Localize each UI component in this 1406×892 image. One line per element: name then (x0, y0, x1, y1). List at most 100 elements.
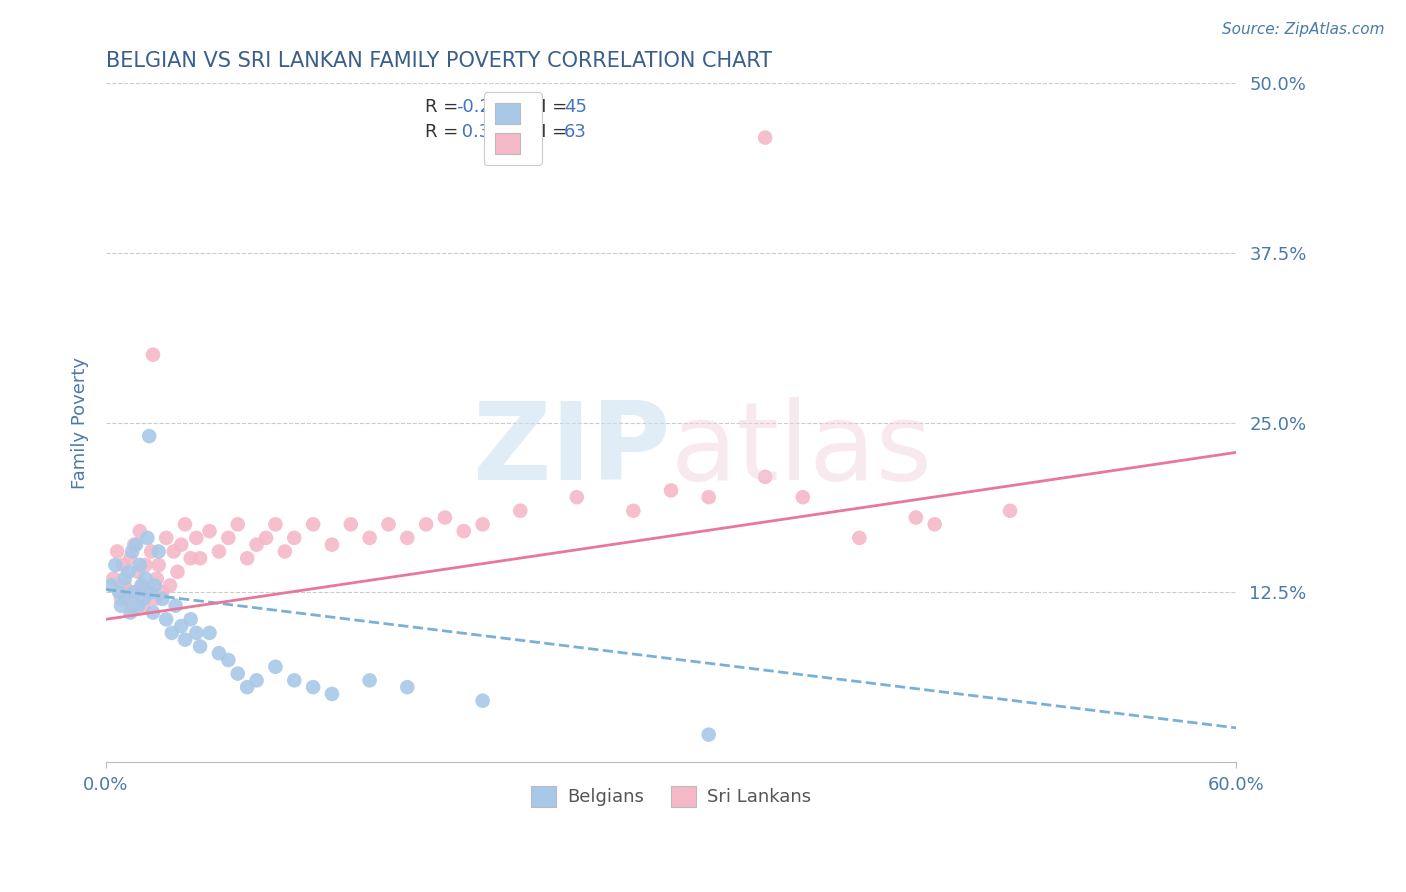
Point (186, 531, 208, 545)
Point (170, 619, 193, 633)
Point (396, 680, 419, 694)
Point (115, 591, 138, 606)
Point (264, 660, 287, 674)
Point (396, 531, 419, 545)
Point (134, 558, 156, 572)
Point (155, 612, 177, 626)
Point (198, 625, 221, 640)
Point (339, 517, 361, 532)
Point (128, 558, 150, 572)
Point (105, 544, 128, 558)
Point (120, 551, 142, 566)
Point (321, 538, 343, 552)
Point (114, 572, 136, 586)
Point (359, 531, 381, 545)
Text: -0.238: -0.238 (457, 98, 515, 116)
Point (188, 551, 211, 566)
Point (509, 504, 531, 518)
Point (264, 517, 287, 532)
Point (433, 510, 456, 524)
Point (453, 524, 475, 538)
Point (155, 531, 177, 545)
Point (104, 558, 127, 572)
Point (226, 666, 249, 681)
Point (117, 565, 139, 579)
Point (998, 504, 1021, 518)
Text: BELGIAN VS SRI LANKAN FAMILY POVERTY CORRELATION CHART: BELGIAN VS SRI LANKAN FAMILY POVERTY COR… (105, 51, 772, 70)
Text: R =: R = (425, 98, 464, 116)
Point (159, 578, 181, 592)
Point (415, 517, 437, 532)
Point (121, 544, 143, 558)
Point (165, 599, 187, 613)
Point (924, 517, 946, 532)
Point (170, 538, 193, 552)
Point (160, 625, 183, 640)
Text: 45: 45 (564, 98, 586, 116)
Point (143, 578, 166, 592)
Point (148, 544, 170, 558)
Point (100, 578, 122, 592)
Point (321, 687, 343, 701)
Text: ZIP: ZIP (472, 397, 671, 503)
Text: R =: R = (425, 123, 464, 141)
Point (236, 551, 259, 566)
Point (471, 694, 494, 708)
Point (127, 599, 149, 613)
Point (108, 585, 131, 599)
Point (754, 470, 776, 484)
Point (148, 558, 170, 572)
Point (659, 483, 682, 498)
Point (139, 585, 162, 599)
Point (111, 558, 134, 572)
Point (110, 591, 132, 606)
Point (125, 538, 148, 552)
Point (848, 531, 870, 545)
Point (188, 640, 211, 654)
Point (302, 517, 325, 532)
Point (217, 653, 239, 667)
Point (122, 538, 145, 552)
Point (471, 517, 494, 532)
Point (134, 572, 156, 586)
Point (174, 632, 197, 647)
Point (120, 606, 142, 620)
Point (302, 680, 325, 694)
Point (166, 565, 188, 579)
Point (125, 585, 148, 599)
Point (565, 490, 588, 504)
Point (283, 673, 305, 688)
Point (283, 531, 305, 545)
Point (139, 544, 162, 558)
Point (127, 565, 149, 579)
Point (131, 578, 153, 592)
Point (143, 591, 166, 606)
Point (122, 585, 145, 599)
Point (128, 524, 150, 538)
Point (226, 517, 249, 532)
Point (792, 490, 814, 504)
Point (142, 606, 165, 620)
Point (138, 429, 160, 443)
Point (145, 572, 167, 586)
Point (132, 599, 155, 613)
Point (103, 572, 125, 586)
Point (377, 517, 399, 532)
Point (198, 524, 221, 538)
Point (142, 348, 165, 362)
Point (121, 599, 143, 613)
Point (208, 544, 231, 558)
Text: N =: N = (533, 98, 574, 116)
Point (697, 728, 720, 742)
Text: atlas: atlas (671, 397, 934, 503)
Y-axis label: Family Poverty: Family Poverty (72, 357, 89, 489)
Point (117, 585, 139, 599)
Point (754, 130, 776, 145)
Point (136, 585, 159, 599)
Point (254, 531, 277, 545)
Point (174, 517, 197, 532)
Point (180, 612, 202, 626)
Point (180, 551, 202, 566)
Point (246, 538, 269, 552)
Point (697, 490, 720, 504)
